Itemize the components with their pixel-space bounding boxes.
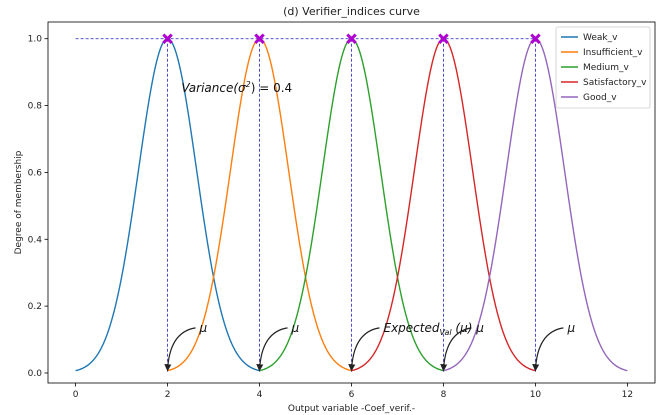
legend-label: Satisfactory_v: [583, 78, 647, 88]
legend-box: [555, 26, 651, 109]
x-tick-label: 12: [622, 390, 633, 400]
mu-arrow: [256, 327, 288, 372]
x-tick-label: 6: [349, 390, 355, 400]
legend-label: Good_v: [583, 93, 617, 103]
x-tick-label: 0: [73, 390, 79, 400]
peak-marker: [254, 33, 265, 44]
y-tick-label: 0.4: [28, 235, 43, 245]
y-tick-label: 1.0: [28, 35, 43, 45]
x-tick-label: 2: [165, 390, 171, 400]
guide-lines: [75, 38, 536, 373]
mu-arrow: [532, 327, 564, 372]
chart-title: (d) Verifier_indices curve: [283, 5, 420, 18]
y-axis: 0.0 0.2 0.4 0.6 0.8 1.0: [28, 35, 48, 379]
annotations: Variance(σ2) = 0.4 μ μ ExpectedVal (μ) μ μ: [164, 80, 575, 372]
mu-arrow: [164, 327, 196, 372]
y-tick-label: 0.6: [28, 168, 43, 178]
variance-annotation: Variance(σ2) = 0.4: [181, 80, 292, 95]
expected-value-label: ExpectedVal (μ) μ: [384, 321, 485, 337]
mu-label: μ: [566, 321, 575, 335]
y-tick-label: 0.0: [28, 369, 43, 379]
y-tick-label: 0.8: [28, 102, 43, 112]
peak-marker: [530, 33, 541, 44]
legend-label: Insufficient_v: [583, 48, 643, 58]
mu-arrow: [440, 327, 472, 372]
mu-arrow: [348, 327, 380, 372]
peak-marker: [346, 33, 357, 44]
x-tick-label: 4: [257, 390, 263, 400]
peak-marker: [438, 33, 449, 44]
peak-markers: [162, 33, 541, 44]
y-tick-label: 0.2: [28, 302, 42, 312]
legend-label: Medium_v: [583, 63, 629, 73]
x-tick-label: 8: [441, 390, 447, 400]
legend-label: Weak_v: [583, 33, 618, 43]
legend: Weak_v Insufficient_v Medium_v Satisfactory…: [555, 26, 651, 109]
x-tick-label: 10: [530, 390, 542, 400]
x-axis: 0 2 4 6 8 10 12: [73, 383, 633, 400]
y-axis-label: Degree of membership: [14, 150, 24, 254]
mu-label: μ: [199, 321, 208, 335]
x-axis-label: Output variable -Coef_verif.-: [288, 404, 415, 414]
peak-marker: [162, 33, 173, 44]
mu-label: μ: [291, 321, 300, 335]
